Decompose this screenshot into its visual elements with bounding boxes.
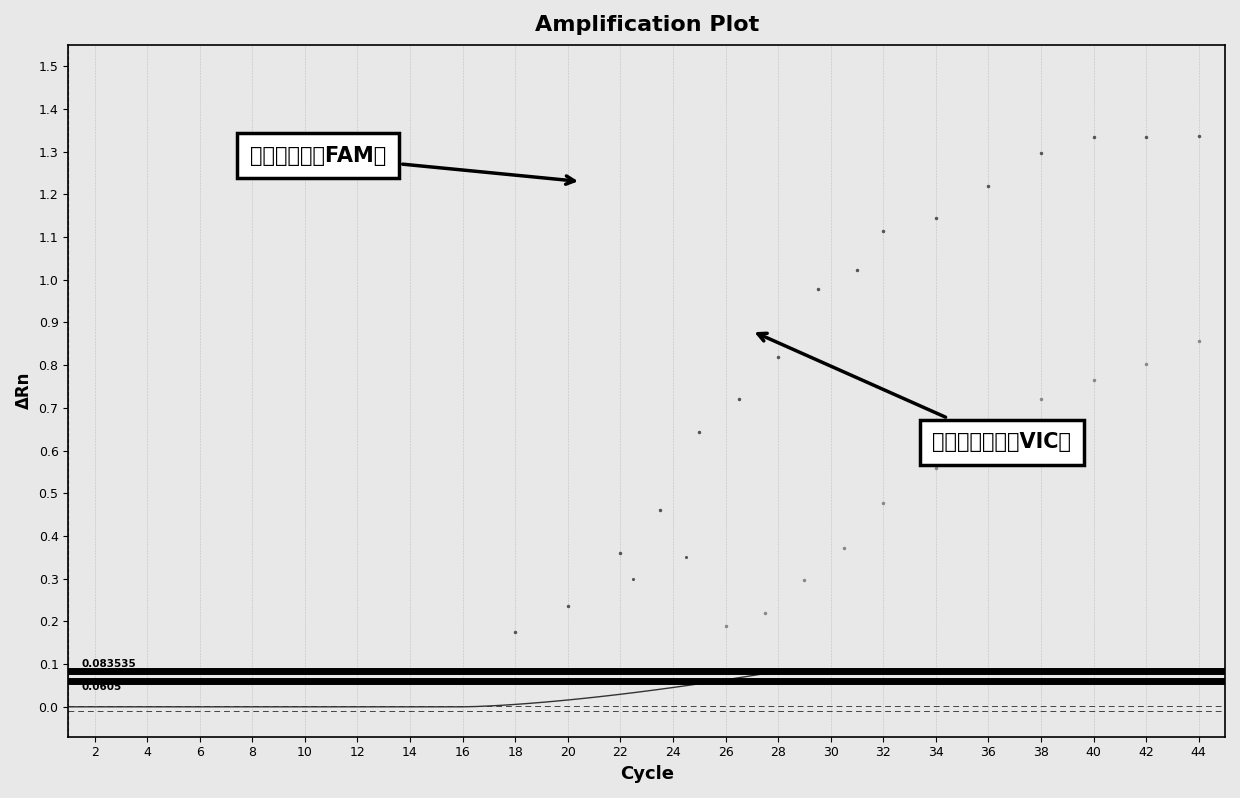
X-axis label: Cycle: Cycle [620,765,673,783]
Text: 变形杆菌属（FAM）: 变形杆菌属（FAM） [250,146,574,184]
Title: Amplification Plot: Amplification Plot [534,15,759,35]
Text: 0.083535: 0.083535 [82,658,136,669]
Text: 奇异变形杆菌（VIC）: 奇异变形杆菌（VIC） [758,334,1071,452]
Y-axis label: ΔRn: ΔRn [15,372,33,409]
Text: 0.0605: 0.0605 [82,681,122,692]
